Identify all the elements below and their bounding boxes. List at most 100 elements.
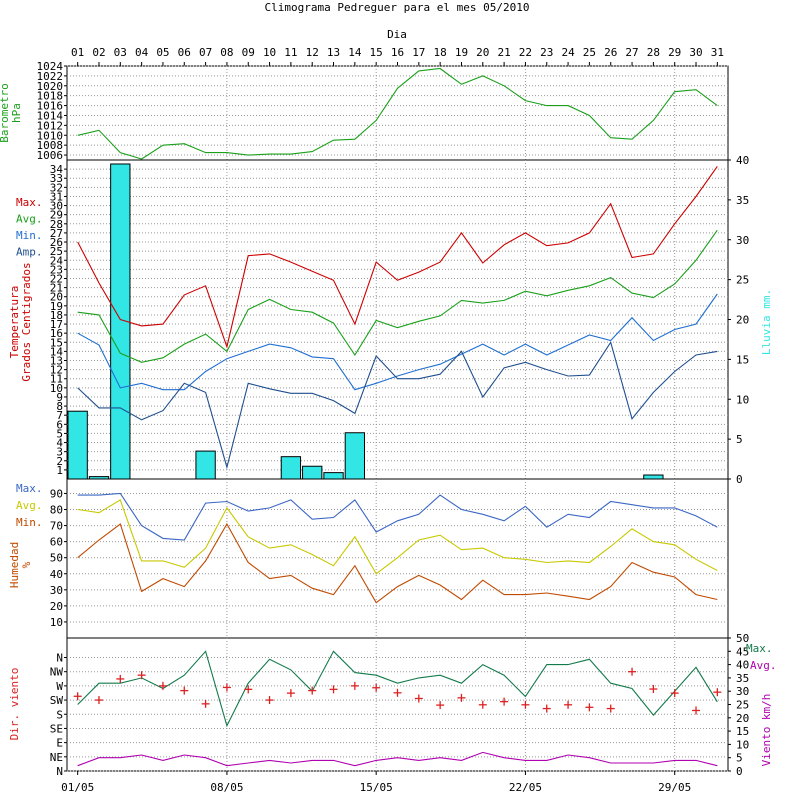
- day-label: 03: [114, 46, 127, 59]
- day-label: 29: [668, 46, 681, 59]
- wind-dir-marker: [628, 667, 637, 676]
- legend-avg: Avg.: [16, 213, 43, 226]
- rain-bar: [323, 472, 344, 480]
- dir-tick-label: N: [56, 765, 63, 778]
- y-tick-label: 10: [50, 382, 63, 395]
- wind-dir-marker: [478, 700, 487, 709]
- temperature-panel: 1234567891011121314151617181920212223242…: [8, 154, 773, 486]
- y-tick-label: 2: [56, 455, 63, 468]
- y2-tick-label: 30: [736, 685, 749, 698]
- y2-tick-label: 5: [736, 433, 743, 446]
- day-label: 20: [476, 46, 489, 59]
- wind-dir-marker: [116, 674, 125, 683]
- y-tick-label: 20: [50, 291, 63, 304]
- dir-tick-label: W: [56, 680, 63, 693]
- wind-dir-marker: [713, 688, 722, 697]
- legend-min: Min.: [16, 229, 43, 242]
- wind-dir-marker: [414, 694, 423, 703]
- day-label: 14: [348, 46, 362, 59]
- y-tick-label: 30: [50, 584, 63, 597]
- wind-dir-marker: [308, 686, 317, 695]
- dir-tick-label: SE: [50, 722, 63, 735]
- y-tick-label: 7: [56, 409, 63, 422]
- day-label: 24: [561, 46, 575, 59]
- y-tick-label: 1010: [37, 129, 64, 142]
- rain-axis-label: Lluvia mm.: [760, 289, 773, 355]
- day-label: 22: [519, 46, 532, 59]
- day-label: 27: [625, 46, 638, 59]
- y2-tick-label: 15: [736, 725, 749, 738]
- legend-hum-min: Min.: [16, 516, 43, 529]
- day-label: 02: [92, 46, 105, 59]
- wind-dir-marker: [564, 700, 573, 709]
- y-tick-label: 1022: [37, 70, 64, 83]
- day-axis-labels: 01 02 03 04 05 06 07 08 09 10 11 12 13 14 15 16 17 18 19 20…: [71, 46, 724, 66]
- day-label: 25: [583, 46, 596, 59]
- y-tick-label: 1020: [37, 80, 64, 93]
- wind-dir-marker: [649, 685, 658, 694]
- date-axis-labels: 01/05 08/05 15/05 22/05 29/05: [61, 771, 691, 794]
- y-tick-label: 19: [50, 300, 63, 313]
- y2-tick-label: 50: [736, 632, 749, 645]
- humidity-line-avg: [77, 499, 718, 575]
- wind-dir-marker: [606, 704, 615, 713]
- y-tick-label: 12: [50, 364, 63, 377]
- y-tick-label: 1018: [37, 90, 64, 103]
- y-tick-label: 60: [50, 536, 63, 549]
- humidity-axis-label: Humedad%: [8, 542, 33, 588]
- rain-bar: [67, 410, 88, 480]
- y2-tick-label: 35: [736, 194, 749, 207]
- y-tick-label: 5: [56, 427, 63, 440]
- y-tick-label: 20: [50, 600, 63, 613]
- y-tick-label: 13: [50, 355, 63, 368]
- legend-wind-avg: Avg.: [750, 659, 777, 672]
- y2-tick-label: 10: [736, 393, 749, 406]
- pressure-panel: 1006100810101012101410161018102010221024…: [0, 60, 729, 162]
- date-label: 22/05: [509, 781, 542, 794]
- y-tick-label: 90: [50, 487, 63, 500]
- y2-tick-label: 0: [736, 765, 743, 778]
- day-label: 06: [178, 46, 191, 59]
- y-tick-label: 1: [56, 464, 63, 477]
- y-tick-label: 33: [50, 172, 63, 185]
- y-tick-label: 4: [56, 437, 63, 450]
- y-tick-label: 25: [50, 245, 63, 258]
- rain-bar: [344, 432, 366, 480]
- wind-dir-marker: [265, 696, 274, 705]
- wind-dir-marker: [500, 697, 509, 706]
- dir-tick-label: N: [56, 652, 63, 665]
- pressure-axis-label: BarometrohPa: [0, 83, 23, 143]
- wind-dir-marker: [137, 671, 146, 680]
- legend-hum-max: Max.: [16, 482, 43, 495]
- y-tick-label: 1008: [37, 139, 64, 152]
- wind-dir-marker: [521, 700, 530, 709]
- dir-tick-label: S: [56, 708, 63, 721]
- y-tick-label: 17: [50, 318, 63, 331]
- wind-avg-line: [77, 751, 718, 767]
- day-label: 01: [71, 46, 84, 59]
- day-label: 15: [370, 46, 383, 59]
- legend-wind-max: Max.: [746, 642, 773, 655]
- panel-frame: [66, 478, 729, 639]
- wind-panel: NNEESESSWWNWN05101520253035404550Max.Avg…: [8, 632, 777, 778]
- wind-dir-marker: [73, 692, 82, 701]
- y-tick-label: 1012: [37, 119, 64, 132]
- y-tick-label: 27: [50, 227, 63, 240]
- day-label: 31: [711, 46, 724, 59]
- wind-dir-marker: [244, 685, 253, 694]
- wind-dir-marker: [180, 686, 189, 695]
- date-label: 15/05: [360, 781, 393, 794]
- wind-dir-marker: [436, 701, 445, 710]
- day-label: 05: [156, 46, 169, 59]
- y-tick-label: 1016: [37, 100, 64, 113]
- day-label: 04: [135, 46, 149, 59]
- y-tick-label: 8: [56, 400, 63, 413]
- day-label: 18: [434, 46, 447, 59]
- y2-tick-label: 0: [736, 473, 743, 486]
- wind-dir-marker: [94, 696, 103, 705]
- y-tick-label: 3: [56, 446, 63, 459]
- wind-dir-marker: [670, 689, 679, 698]
- wind-dir-marker: [585, 703, 594, 712]
- day-label: 13: [327, 46, 340, 59]
